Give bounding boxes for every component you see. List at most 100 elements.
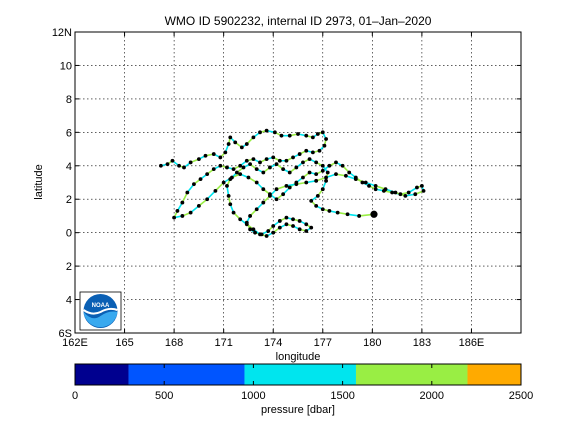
profile-point bbox=[277, 219, 282, 223]
profile-point bbox=[284, 215, 289, 220]
track-segment bbox=[346, 213, 360, 217]
y-axis-ticks: 6S 4 2 0 2 4 6 8 10 12N bbox=[52, 27, 521, 340]
profile-point bbox=[304, 222, 309, 227]
profile-points bbox=[158, 128, 426, 238]
profile-point bbox=[335, 210, 340, 215]
profile-point bbox=[327, 163, 332, 168]
profile-point bbox=[403, 193, 408, 198]
profile-point bbox=[218, 163, 223, 168]
profile-point bbox=[248, 227, 252, 232]
profile-point bbox=[281, 167, 286, 172]
colorbar-tick-label: 0 bbox=[72, 390, 78, 402]
profile-point bbox=[281, 192, 286, 197]
x-axis-label: longitude bbox=[276, 351, 321, 363]
profile-point bbox=[268, 193, 272, 198]
profile-point bbox=[261, 187, 266, 192]
profile-point bbox=[291, 224, 295, 228]
colorbar-tick-label: 1500 bbox=[330, 390, 354, 402]
profile-point bbox=[218, 155, 223, 160]
profile-point bbox=[324, 137, 328, 141]
y-tick-label: 2 bbox=[66, 261, 72, 273]
y-tick-label: 6S bbox=[59, 328, 72, 340]
profile-point bbox=[279, 133, 284, 138]
profile-point bbox=[291, 217, 295, 222]
profile-point bbox=[320, 130, 325, 135]
profile-point bbox=[390, 190, 395, 195]
profile-point bbox=[228, 135, 233, 140]
profile-point bbox=[421, 188, 426, 193]
profile-point bbox=[334, 172, 338, 177]
profile-point bbox=[274, 187, 279, 192]
profile-point bbox=[254, 207, 259, 212]
profile-point bbox=[251, 227, 256, 232]
profile-point bbox=[234, 170, 239, 175]
profile-point bbox=[294, 165, 299, 170]
colorbar-label: pressure [dbar] bbox=[261, 404, 335, 416]
x-tick-label: 174 bbox=[264, 337, 282, 349]
profile-point bbox=[248, 162, 252, 167]
profile-point bbox=[228, 202, 233, 207]
profile-point bbox=[258, 160, 262, 165]
profile-point bbox=[393, 190, 398, 195]
profile-point bbox=[244, 222, 249, 227]
profile-point bbox=[310, 135, 315, 140]
profile-point bbox=[304, 148, 309, 153]
profile-point bbox=[277, 158, 282, 163]
x-tick-label: 180 bbox=[363, 337, 381, 349]
y-axis-label: latitude bbox=[33, 164, 45, 199]
x-tick-label: 171 bbox=[214, 337, 232, 349]
profile-point bbox=[264, 234, 269, 238]
y-tick-label: 12N bbox=[52, 27, 72, 39]
profile-point bbox=[228, 177, 233, 182]
profile-point bbox=[291, 155, 295, 160]
profile-point bbox=[345, 212, 350, 217]
profile-point bbox=[284, 158, 289, 163]
profile-point bbox=[188, 210, 193, 215]
profile-point bbox=[320, 168, 325, 173]
profile-point bbox=[307, 157, 312, 161]
profile-point bbox=[353, 177, 358, 182]
profile-point bbox=[225, 183, 229, 188]
x-axis-ticks: 162E 165 168 171 174 177 180 183 186E bbox=[62, 32, 484, 349]
profile-point bbox=[251, 135, 256, 140]
profile-point bbox=[196, 157, 201, 161]
last-position-marker bbox=[370, 210, 378, 218]
x-tick-label: 177 bbox=[314, 337, 332, 349]
profile-point bbox=[248, 214, 252, 218]
profile-point bbox=[258, 130, 262, 135]
profile-point bbox=[205, 197, 210, 202]
profile-point bbox=[203, 153, 208, 158]
profile-point bbox=[192, 182, 196, 187]
chart-title: WMO ID 5902232, internal ID 2973, 01–Jan… bbox=[165, 14, 432, 28]
colorbar-tick-label: 2500 bbox=[509, 390, 533, 402]
profile-point bbox=[294, 182, 299, 187]
profile-point bbox=[238, 217, 243, 222]
profile-point bbox=[367, 183, 371, 188]
profile-point bbox=[320, 207, 325, 212]
profile-point bbox=[340, 163, 345, 168]
profile-point bbox=[296, 132, 300, 136]
profile-point bbox=[254, 167, 259, 172]
profile-point bbox=[213, 188, 218, 193]
profile-point bbox=[180, 214, 185, 218]
colorbar-band bbox=[467, 364, 521, 385]
profile-point bbox=[274, 197, 279, 202]
profile-point bbox=[324, 175, 328, 180]
profile-point bbox=[304, 180, 309, 185]
profile-point bbox=[304, 229, 309, 233]
profile-point bbox=[297, 219, 302, 223]
profile-point bbox=[347, 170, 352, 175]
profile-point bbox=[158, 163, 163, 168]
profile-point bbox=[182, 165, 186, 170]
profile-point bbox=[241, 165, 246, 170]
profile-point bbox=[198, 177, 203, 182]
profile-point bbox=[231, 167, 236, 172]
profile-point bbox=[177, 163, 181, 168]
profile-point bbox=[325, 170, 330, 175]
profile-point bbox=[284, 183, 289, 188]
profile-point bbox=[415, 185, 419, 190]
profile-point bbox=[314, 204, 319, 208]
colorbar-band bbox=[244, 364, 356, 385]
profile-point bbox=[307, 170, 312, 175]
